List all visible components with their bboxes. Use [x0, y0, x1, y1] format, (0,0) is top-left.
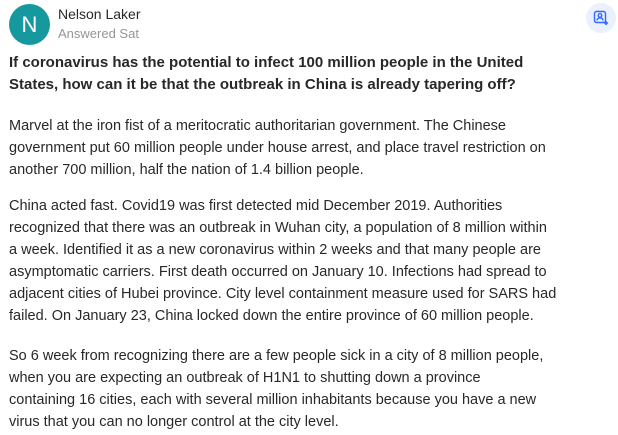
follow-button[interactable] — [586, 3, 616, 33]
text-line: asymptomatic carriers. First death occur… — [9, 264, 547, 280]
text-line: Marvel at the iron fist of a meritocrati… — [9, 118, 506, 134]
text-line: virus that you can no longer control at … — [9, 414, 339, 430]
text-line: containing 16 cities, each with several … — [9, 392, 537, 408]
avatar[interactable]: N — [9, 4, 50, 45]
answered-date[interactable]: Answered Sat — [58, 26, 139, 41]
question-line: States, how can it be that the outbreak … — [9, 76, 516, 93]
text-line: So 6 week from recognizing there are a f… — [9, 348, 544, 364]
answer-paragraph: China acted fast. Covid19 was first dete… — [9, 195, 556, 327]
text-line: government put 60 million people under h… — [9, 140, 546, 156]
answer-paragraph: Marvel at the iron fist of a meritocrati… — [9, 115, 546, 181]
text-line: recognized that there was an outbreak in… — [9, 220, 547, 236]
author-name[interactable]: Nelson Laker — [58, 6, 141, 22]
text-line: another 700 million, half the nation of … — [9, 162, 364, 178]
add-person-icon — [593, 10, 608, 25]
question-line: If coronavirus has the potential to infe… — [9, 54, 524, 71]
question-title[interactable]: If coronavirus has the potential to infe… — [9, 52, 523, 96]
text-line: a week. Identified it as a new coronavir… — [9, 242, 541, 258]
text-line: China acted fast. Covid19 was first dete… — [9, 198, 503, 214]
answer-paragraph: So 6 week from recognizing there are a f… — [9, 345, 543, 433]
text-line: adjacent cities of Hubei province. City … — [9, 286, 557, 302]
text-line: failed. On January 23, China locked down… — [9, 308, 534, 324]
text-line: when you are expecting an outbreak of H1… — [9, 370, 481, 386]
